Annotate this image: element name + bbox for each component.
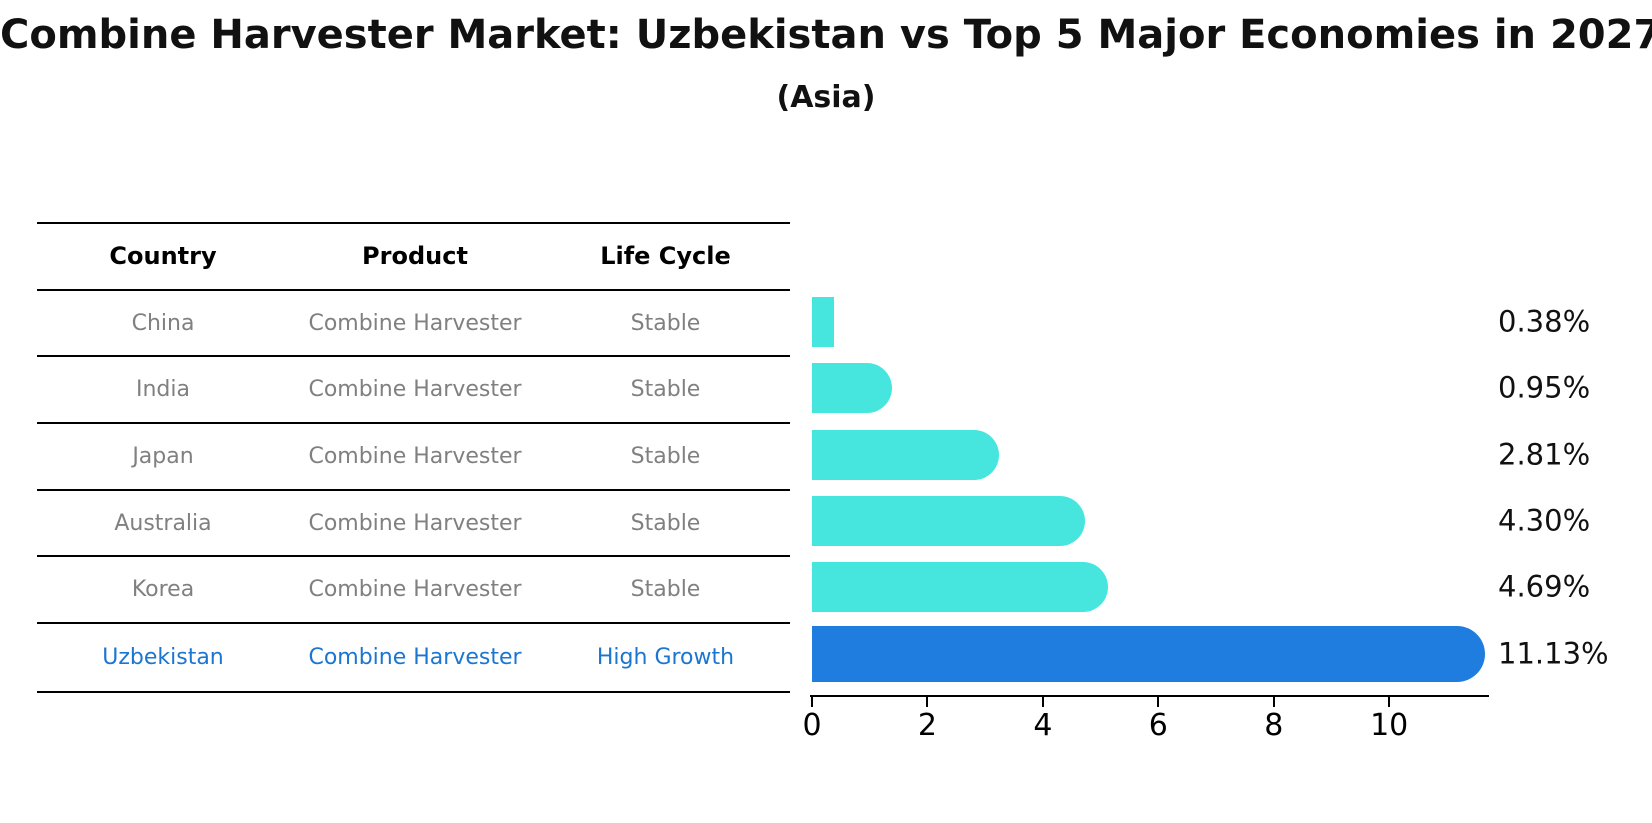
cell-product: Combine Harvester — [308, 510, 522, 536]
cell-life-cycle: Stable — [630, 310, 701, 336]
column-header-country: Country — [109, 242, 217, 271]
cell-product: Combine Harvester — [308, 577, 522, 603]
cell-country: Korea — [131, 577, 195, 603]
cell-product: Combine Harvester — [308, 310, 522, 336]
table-row: Korea Combine Harvester Stable — [37, 557, 790, 625]
x-axis-line — [810, 695, 1489, 697]
bar-value-label-korea: 4.69% — [1498, 569, 1591, 604]
bar-uzbekistan — [812, 625, 1486, 682]
cell-country: India — [136, 377, 190, 403]
bar-value-label-uzbekistan: 11.13% — [1498, 635, 1609, 670]
bar-japan — [812, 429, 1000, 480]
x-axis-tick-label: 6 — [1148, 708, 1168, 743]
x-axis-tick-label: 4 — [1033, 708, 1053, 743]
x-axis-tick — [1272, 696, 1275, 707]
table-header-row: Country Product Life Cycle — [37, 224, 790, 291]
x-axis-tick — [1041, 696, 1044, 707]
x-axis-tick-label: 8 — [1264, 708, 1284, 743]
page-title: Combine Harvester Market: Uzbekistan vs … — [0, 12, 1652, 58]
cell-life-cycle: Stable — [630, 377, 701, 403]
x-axis-tick-label: 0 — [802, 708, 822, 743]
table-row: India Combine Harvester Stable — [37, 357, 790, 425]
bar-value-label-china: 0.38% — [1498, 304, 1591, 339]
x-axis-tick-label: 2 — [917, 708, 937, 743]
bar-value-label-india: 0.95% — [1498, 370, 1591, 405]
country-table: Country Product Life Cycle China Combine… — [37, 222, 790, 694]
cell-country: Japan — [132, 443, 194, 469]
x-axis-tick — [926, 696, 929, 707]
cell-life-cycle: High Growth — [596, 645, 735, 671]
page-subtitle: (Asia) — [776, 80, 876, 115]
column-header-product: Product — [362, 242, 468, 271]
bar-value-label-australia: 4.30% — [1498, 503, 1591, 538]
cell-life-cycle: Stable — [630, 510, 701, 536]
cell-country: Australia — [114, 510, 212, 536]
table-row: Australia Combine Harvester Stable — [37, 491, 790, 558]
x-axis-tick-label: 10 — [1370, 708, 1409, 743]
cell-life-cycle: Stable — [630, 443, 701, 469]
bar-india — [812, 363, 892, 414]
x-axis-tick — [1388, 696, 1391, 707]
column-header-life-cycle: Life Cycle — [600, 242, 731, 271]
table-row: Japan Combine Harvester Stable — [37, 424, 790, 491]
bar-china — [812, 297, 834, 347]
bar-value-label-japan: 2.81% — [1498, 436, 1591, 471]
table-row-uzbekistan: Uzbekistan Combine Harvester High Growth — [37, 624, 790, 694]
cell-product: Combine Harvester — [308, 443, 522, 469]
x-axis-tick — [1157, 696, 1160, 707]
cell-product: Combine Harvester — [308, 645, 522, 671]
cell-country: China — [131, 310, 195, 336]
cell-life-cycle: Stable — [630, 577, 701, 603]
table-row: China Combine Harvester Stable — [37, 291, 790, 358]
x-axis-tick — [811, 696, 813, 707]
bar-australia — [812, 495, 1086, 546]
cell-country: Uzbekistan — [102, 645, 224, 671]
cell-product: Combine Harvester — [308, 377, 522, 403]
bar-korea — [812, 562, 1108, 613]
